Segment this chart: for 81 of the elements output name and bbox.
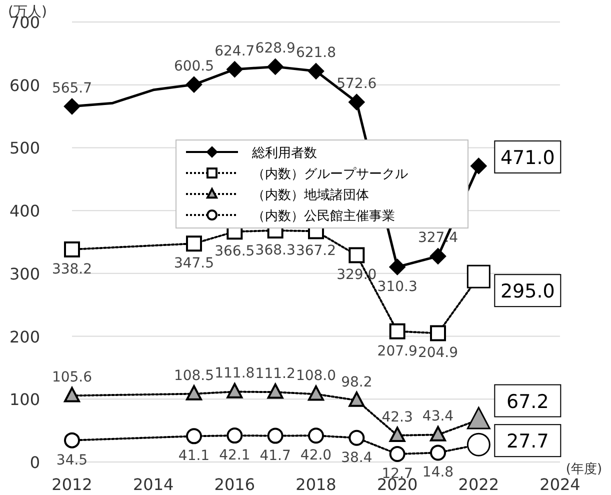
point (389, 426, 406, 442)
data-label: 310.3 (377, 278, 418, 295)
data-label: 111.2 (255, 366, 296, 382)
y-tick-label: 300 (9, 264, 40, 284)
data-label: 366.5 (214, 244, 255, 260)
point (64, 386, 80, 402)
data-label: 14.8 (422, 464, 454, 481)
point (430, 444, 446, 461)
data-label: 111.8 (214, 366, 255, 382)
data-label: 338.2 (52, 261, 92, 278)
data-label: 471.0 (500, 146, 555, 169)
data-label: 98.2 (341, 374, 372, 390)
point (64, 98, 80, 114)
point (389, 323, 406, 340)
data-label: 624.7 (214, 43, 255, 60)
data-label: 43.4 (422, 408, 454, 425)
point (389, 446, 406, 462)
point (430, 426, 446, 442)
data-label: 67.2 (506, 390, 549, 413)
y-tick-label: 200 (9, 327, 40, 346)
data-label: 41.7 (260, 448, 291, 464)
data-label: 565.7 (52, 80, 92, 96)
data-label: 27.7 (506, 430, 549, 453)
point (348, 94, 365, 110)
legend-label: （内数）グループサークル (252, 167, 408, 182)
point (267, 58, 284, 75)
data-label: 621.8 (296, 45, 336, 62)
data-label: 38.4 (341, 450, 372, 466)
legend-label: （内数）公民館主催事業 (252, 208, 395, 224)
legend-label: （内数）地域諸団体 (252, 188, 369, 203)
point (308, 385, 324, 401)
y-tick-label: 600 (9, 76, 40, 95)
data-label: 347.5 (174, 256, 214, 272)
data-label: 108.0 (296, 368, 336, 384)
data-label: 41.1 (178, 448, 210, 464)
x-tick-label: 2016 (214, 475, 256, 494)
data-label: 42.1 (219, 448, 250, 464)
point (226, 383, 243, 398)
x-tick-label: 2012 (52, 475, 92, 494)
x-axis-title: (年度) (566, 461, 602, 477)
data-label: 204.9 (418, 345, 458, 362)
point (348, 430, 365, 446)
data-label: 108.5 (174, 368, 214, 384)
point (348, 392, 365, 407)
y-tick-label: 100 (9, 390, 40, 410)
point (308, 428, 324, 444)
data-label: 628.9 (255, 40, 296, 57)
point (186, 385, 202, 400)
point (64, 241, 80, 258)
point (226, 428, 243, 444)
y-tick-label: 0 (30, 453, 40, 472)
legend-label: 総利用者数 (251, 146, 317, 161)
point (308, 63, 324, 80)
data-label: 42.0 (300, 448, 332, 464)
x-tick-label: 2014 (132, 475, 174, 494)
y-tick-label: 400 (9, 202, 40, 221)
point (267, 428, 284, 444)
point (186, 236, 202, 252)
point (186, 428, 202, 444)
point (430, 325, 446, 342)
y-tick-label: 500 (9, 138, 40, 158)
point (389, 258, 406, 275)
point (186, 76, 202, 93)
data-label: 368.3 (255, 242, 296, 258)
data-label: 600.5 (174, 58, 214, 75)
x-tick-label: 2024 (540, 475, 580, 494)
point (226, 61, 243, 78)
point (470, 158, 487, 174)
point (348, 247, 365, 264)
point (267, 383, 284, 399)
data-label: 367.2 (296, 243, 336, 260)
data-label: 207.9 (377, 343, 418, 360)
data-label: 42.3 (382, 409, 413, 426)
data-label: 295.0 (500, 280, 555, 303)
data-label: 572.6 (336, 76, 377, 92)
x-tick-label: 2018 (296, 475, 336, 494)
data-label: 34.5 (56, 452, 88, 468)
data-label: 105.6 (52, 370, 92, 386)
point (430, 248, 446, 264)
x-tick-label: 2022 (458, 475, 500, 494)
point (64, 432, 80, 448)
